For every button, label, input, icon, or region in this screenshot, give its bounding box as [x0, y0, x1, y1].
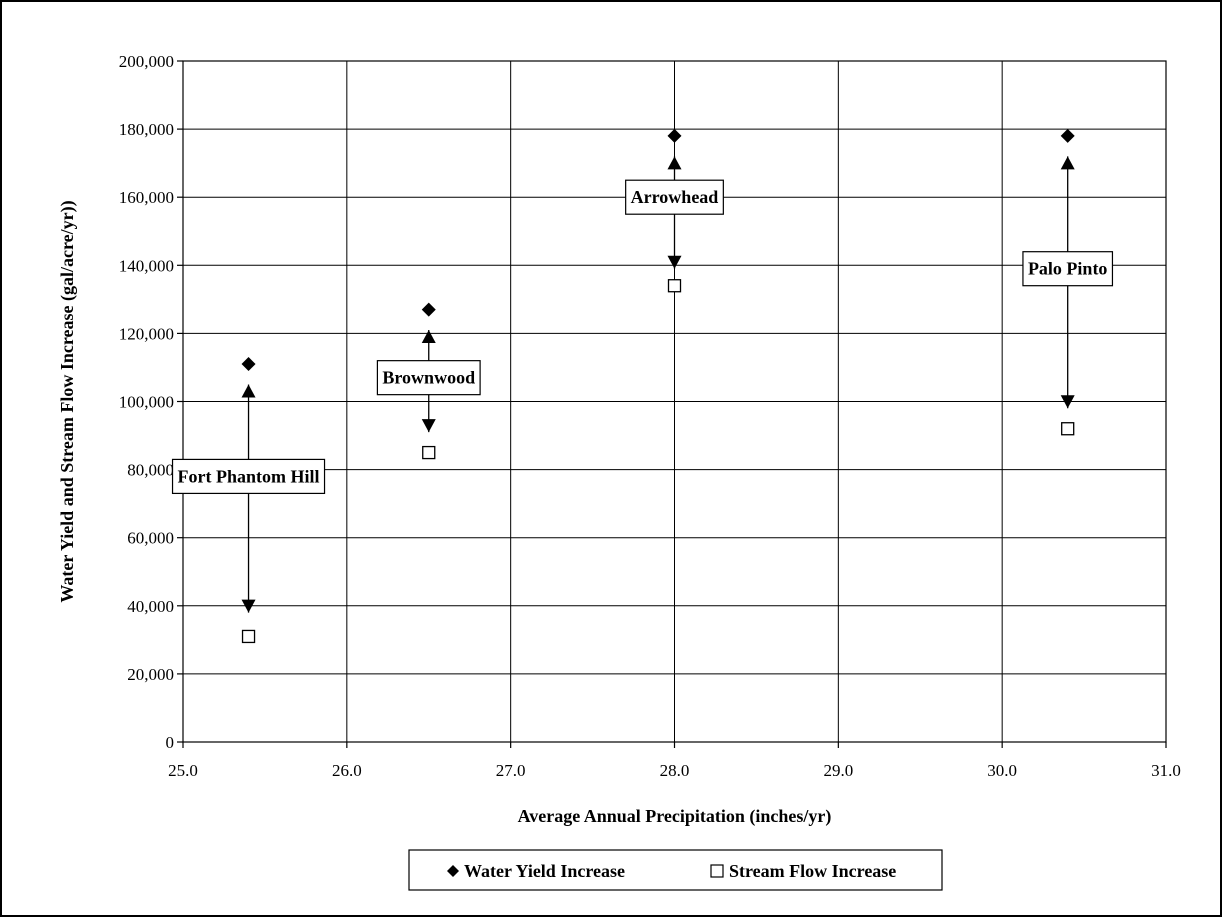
stream-flow-point: [1061, 422, 1075, 436]
x-tick-label: 26.0: [332, 761, 362, 780]
annotation-box: [171, 458, 326, 495]
y-tick-label: 80,000: [127, 461, 174, 480]
arrow-up-icon: [1060, 156, 1075, 170]
x-tick-label: 29.0: [823, 761, 853, 780]
water-yield-point: [421, 302, 436, 317]
arrow-up-icon: [241, 384, 256, 398]
legend-marker-stream-flow: [710, 864, 724, 878]
legend-marker-water-yield: [447, 865, 459, 877]
y-axis-title: Water Yield and Stream Flow Increase (ga…: [57, 200, 78, 602]
x-tick-label: 31.0: [1151, 761, 1181, 780]
water-yield-point: [241, 357, 256, 372]
x-tick-label: 25.0: [168, 761, 198, 780]
y-tick-label: 60,000: [127, 529, 174, 548]
water-yield-point: [667, 128, 682, 143]
stream-flow-point: [667, 279, 682, 293]
arrow-down-icon: [241, 599, 256, 613]
axis-ticks: 0 20,000 40,000 60,000 80,000 100,000 120,000 1…: [119, 52, 1181, 780]
water-yield-point: [1060, 128, 1075, 143]
x-axis-title: Average Annual Precipitation (inches/yr): [518, 806, 832, 827]
y-tick-label: 160,000: [119, 188, 174, 207]
y-tick-label: 200,000: [119, 52, 174, 71]
y-tick-label: 40,000: [127, 597, 174, 616]
arrow-up-icon: [667, 156, 682, 170]
y-tick-label: 0: [166, 733, 175, 752]
legend-label-water-yield: Water Yield Increase: [464, 861, 625, 881]
y-tick-label: 120,000: [119, 324, 174, 343]
legend-label-stream-flow: Stream Flow Increase: [729, 861, 896, 881]
stream-flow-point: [422, 445, 436, 460]
y-tick-label: 100,000: [119, 393, 174, 412]
annotation-box: [1022, 251, 1114, 287]
annotation-label: Brownwood: [382, 368, 475, 388]
annotation-box: [625, 179, 724, 215]
x-tick-label: 28.0: [660, 761, 690, 780]
annotation-label: Fort Phantom Hill: [178, 466, 320, 486]
arrow-down-icon: [667, 255, 682, 269]
arrow-down-icon: [421, 419, 436, 433]
annotation-label: Arrowhead: [631, 187, 719, 207]
y-tick-label: 180,000: [119, 120, 174, 139]
site-annotations: Fort Phantom Hill Brownwood Arrowhead Palo …: [171, 156, 1114, 613]
legend-box: [408, 849, 943, 891]
annotation-label: Palo Pinto: [1028, 259, 1108, 279]
arrow-down-icon: [1060, 395, 1075, 409]
x-tick-label: 30.0: [987, 761, 1017, 780]
legend: Water Yield Increase Stream Flow Increas…: [408, 849, 943, 891]
data-markers: [241, 128, 1075, 644]
arrow-up-icon: [421, 329, 436, 343]
x-tick-label: 27.0: [496, 761, 526, 780]
y-tick-label: 20,000: [127, 665, 174, 684]
stream-flow-point: [241, 629, 256, 644]
annotation-box: [376, 360, 481, 396]
y-tick-label: 140,000: [119, 256, 174, 275]
